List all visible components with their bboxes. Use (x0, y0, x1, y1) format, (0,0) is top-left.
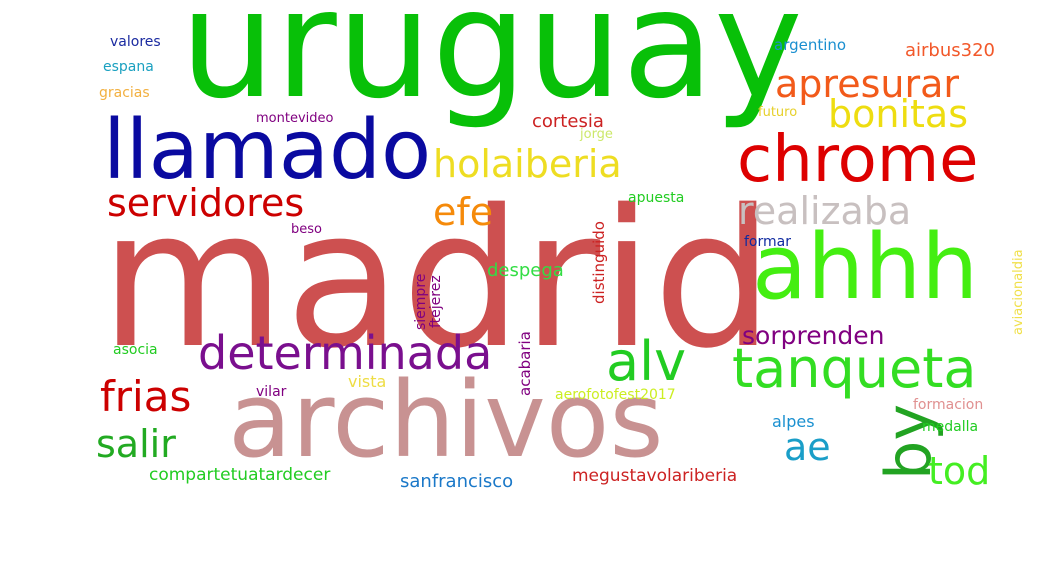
word-salir: salir (96, 422, 176, 466)
word-beso: beso (291, 222, 322, 237)
word-jorge: jorge (580, 127, 613, 142)
word-chrome: chrome (737, 123, 979, 197)
word-frias: frias (100, 372, 192, 421)
word-madrid: madrid (100, 169, 774, 390)
word-siempre: siempre (413, 273, 429, 330)
word-holaiberia: holaiberia (433, 142, 622, 186)
word-apuesta: apuesta (628, 190, 685, 206)
word-apresurar: apresurar (775, 62, 959, 106)
word-airbus320: airbus320 (905, 40, 995, 61)
word-distinguido: distinguido (590, 221, 608, 304)
word-vilar: vilar (256, 384, 287, 400)
word-vista: vista (348, 372, 387, 391)
word-alv: alv (606, 330, 687, 393)
word-bonitas: bonitas (828, 92, 968, 136)
word-despega: despega (487, 260, 564, 281)
word-ahhh: ahhh (752, 215, 979, 320)
word-asocia: asocia (113, 342, 158, 358)
word-llamado: llamado (103, 103, 432, 198)
word-ae: ae (784, 425, 831, 469)
word-alpes: alpes (772, 412, 815, 431)
word-sanfrancisco: sanfrancisco (400, 471, 514, 492)
word-cortesia: cortesia (532, 111, 604, 132)
word-megustavolariberia: megustavolariberia (572, 466, 738, 486)
word-espana: espana (103, 59, 154, 75)
word-uruguay: uruguay (180, 0, 803, 132)
word-medalla: medalla (922, 419, 979, 435)
word-valores: valores (110, 34, 161, 50)
word-formar: formar (744, 234, 791, 250)
word-sorprenden: sorprenden (742, 321, 885, 350)
word-acabaria: acabaria (516, 331, 534, 396)
word-formacion: formacion (913, 397, 984, 413)
word-tod: tod (928, 449, 991, 493)
word-determinada: determinada (198, 326, 493, 380)
word-tanqueta: tanqueta (732, 337, 977, 400)
word-gracias: gracias (99, 85, 150, 101)
word-realizaba: realizaba (738, 189, 912, 233)
word-servidores: servidores (107, 181, 305, 225)
word-compartetuatardecer: compartetuatardecer (149, 465, 331, 485)
word-aviacionaldia: aviacionaldia (1011, 249, 1026, 335)
word-futuro: futuro (758, 105, 798, 120)
word-archivos: archivos (228, 359, 664, 481)
word-argentino: argentino (774, 36, 847, 54)
word-aerofotofest2017: aerofotofest2017 (555, 387, 676, 403)
word-montevideo: montevideo (256, 111, 334, 126)
word-ftejerez: ftejerez (428, 275, 444, 328)
word-efe: efe (433, 190, 494, 234)
